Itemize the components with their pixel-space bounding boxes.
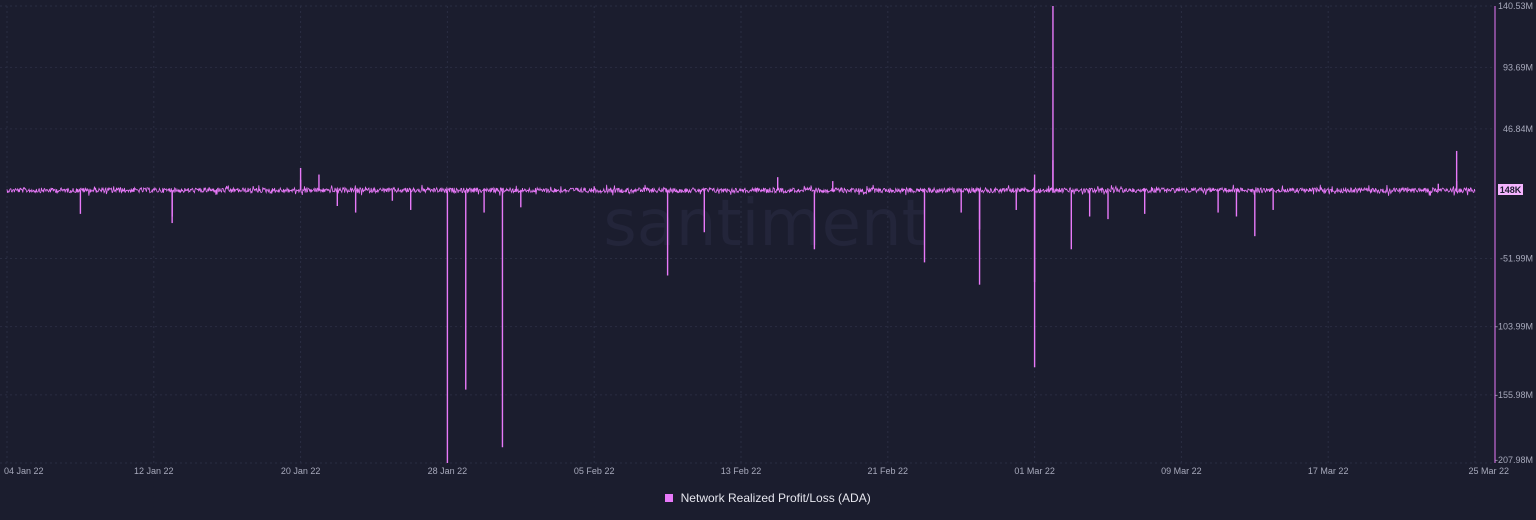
y-tick-label: -51.99M [1500, 253, 1533, 263]
x-tick-label: 09 Mar 22 [1161, 466, 1202, 476]
x-tick-label: 20 Jan 22 [281, 466, 321, 476]
x-tick-label: 17 Mar 22 [1308, 466, 1349, 476]
x-tick-label: 05 Feb 22 [574, 466, 615, 476]
y-tick-label: -103.99M [1495, 322, 1533, 332]
series-spikes[interactable] [79, 6, 1458, 464]
y-tick-label: -155.98M [1495, 390, 1533, 400]
y-tick-label: 140.53M [1498, 1, 1533, 11]
x-tick-label: 25 Mar 22 [1468, 466, 1509, 476]
x-tick-label: 13 Feb 22 [721, 466, 762, 476]
y-tick-label: 46.84M [1503, 124, 1533, 134]
y-tick-label: 93.69M [1503, 62, 1533, 72]
x-tick-label: 28 Jan 22 [428, 466, 468, 476]
series-noise [6, 184, 1476, 196]
grid [0, 5, 1494, 464]
x-tick-label: 21 Feb 22 [868, 466, 909, 476]
x-tick-label: 04 Jan 22 [4, 466, 44, 476]
last-value-badge [1498, 184, 1523, 195]
x-axis: 04 Jan 22 12 Jan 22 20 Jan 22 28 Jan 22 05 F… [4, 466, 1509, 476]
watermark: santiment [603, 187, 926, 261]
x-tick-label: 01 Mar 22 [1014, 466, 1055, 476]
legend[interactable]: Network Realized Profit/Loss (ADA) [0, 491, 1536, 505]
y-tick-label: -207.98M [1495, 455, 1533, 465]
last-value-label: 148K [1500, 185, 1522, 195]
x-tick-label: 12 Jan 22 [134, 466, 174, 476]
y-axis: 140.53M 93.69M 46.84M -51.99M -103.99M -155.9… [1495, 1, 1533, 465]
legend-label: Network Realized Profit/Loss (ADA) [680, 491, 871, 505]
legend-swatch [665, 494, 674, 502]
series-baseline [6, 184, 1476, 196]
last-value-marker: 148K [1498, 184, 1523, 195]
